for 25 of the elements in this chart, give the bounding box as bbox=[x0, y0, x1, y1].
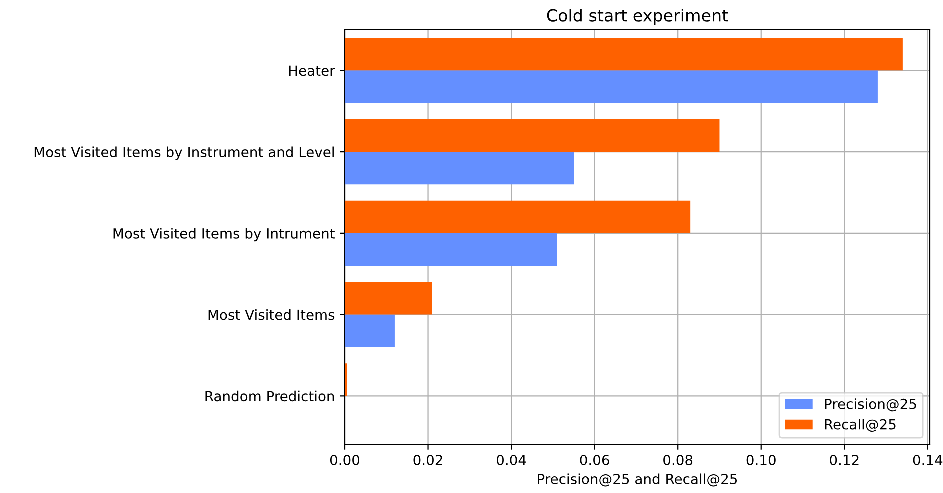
y-tick-label: Most Visited Items bbox=[208, 310, 335, 320]
x-tick-label: 0.08 bbox=[664, 454, 693, 466]
bar bbox=[345, 70, 878, 104]
x-tick-label: 0.06 bbox=[580, 454, 610, 466]
bar bbox=[345, 282, 432, 315]
x-tick-label: 0.00 bbox=[330, 454, 360, 466]
legend-label: Precision@25 bbox=[825, 398, 916, 412]
bar bbox=[345, 314, 395, 348]
y-tick-label: Heater bbox=[289, 66, 336, 76]
x-tick-label: 0.10 bbox=[746, 454, 776, 466]
y-tick-label: Random Prediction bbox=[206, 390, 334, 402]
bar bbox=[345, 233, 558, 266]
chart-title: Cold start experiment bbox=[547, 9, 728, 26]
x-tick-label: 0.02 bbox=[414, 454, 442, 466]
bar bbox=[345, 38, 903, 71]
legend-label: Recall@25 bbox=[825, 419, 896, 432]
x-tick-label: 0.04 bbox=[497, 454, 526, 466]
x-axis-title: Precision@25 and Recall@25 bbox=[538, 474, 738, 487]
y-tick-label: Most Visited Items by Intrument bbox=[114, 228, 335, 242]
bar bbox=[345, 152, 574, 185]
x-tick-label: 0.12 bbox=[830, 454, 859, 466]
bar bbox=[345, 120, 720, 152]
x-tick-label: 0.14 bbox=[913, 454, 943, 466]
bar bbox=[345, 200, 691, 234]
y-tick-label: Most Visited Items by Instrument and Level bbox=[34, 146, 334, 160]
